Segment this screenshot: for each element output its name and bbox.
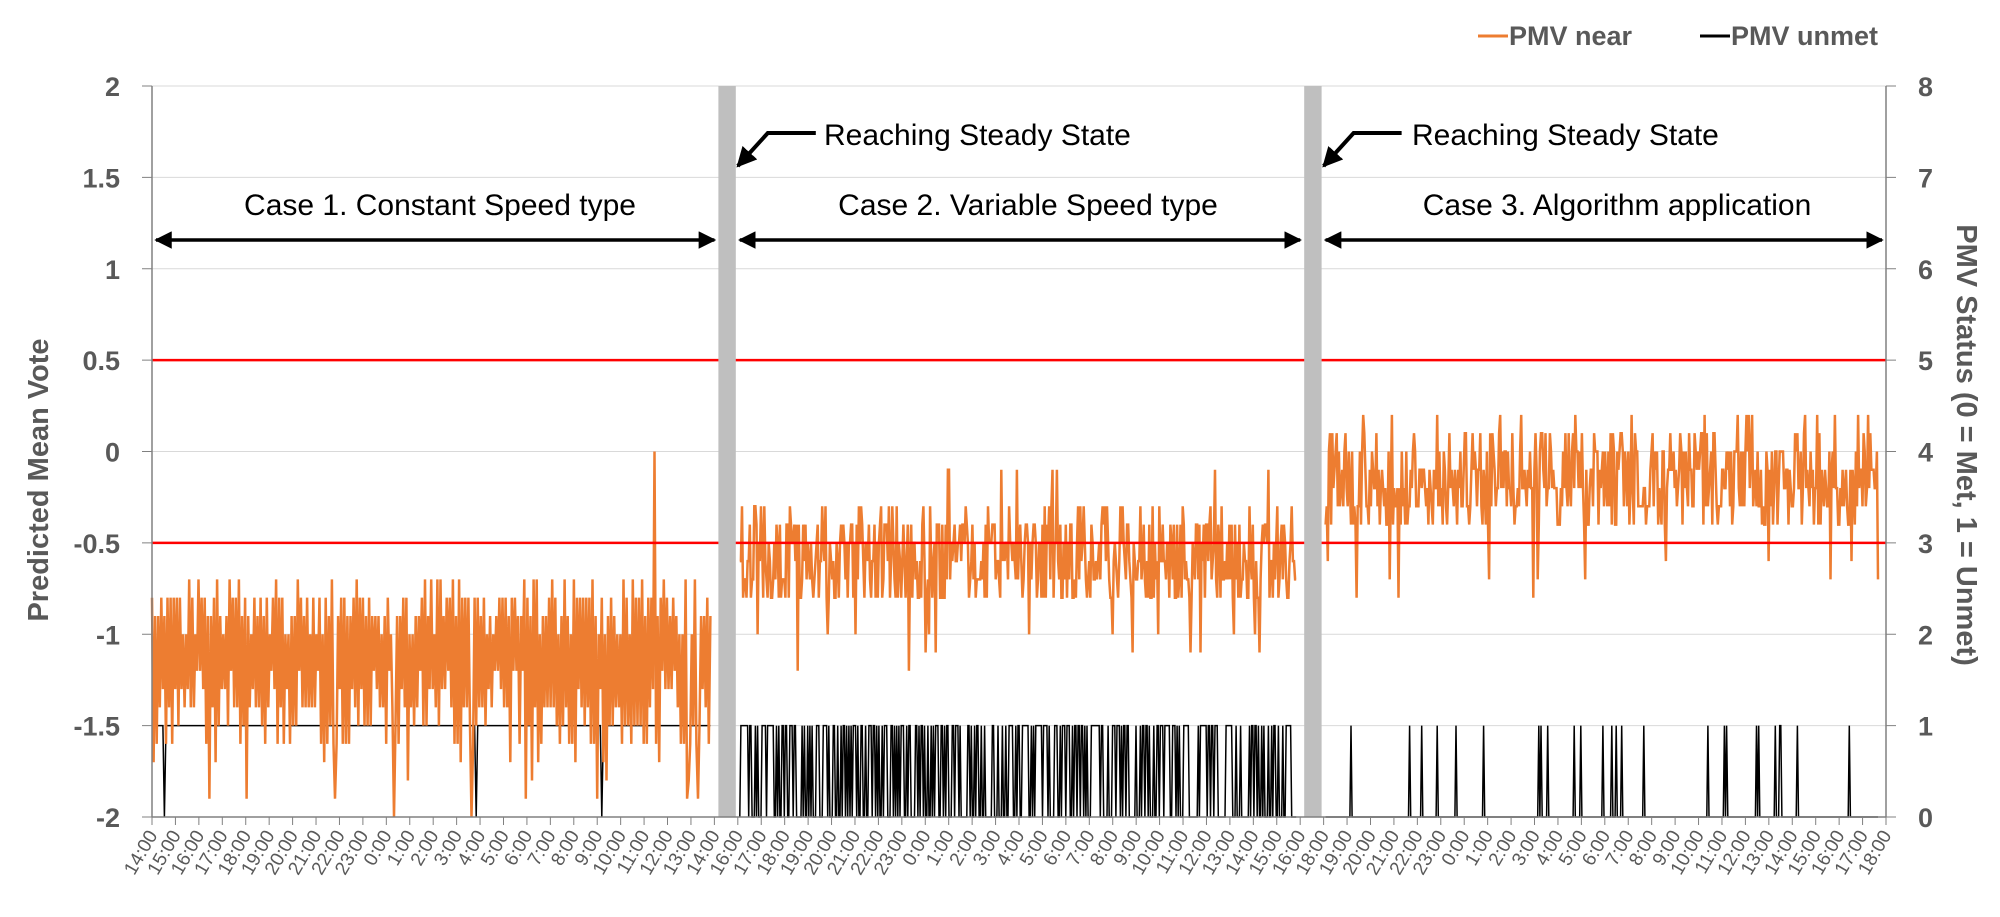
right-axis-ticks: 0 1 2 3 4 5 6 7 8 xyxy=(1918,72,1933,833)
case-2-label: Case 2. Variable Speed type xyxy=(838,189,1218,222)
pmv-unmet-line-case-3 xyxy=(1325,724,1878,818)
steady-state-pointer-1 xyxy=(736,131,816,168)
left-tick-label-7: 1.5 xyxy=(82,163,120,193)
right-tick-label-1: 1 xyxy=(1918,712,1933,742)
steady-state-label-1: Reaching Steady State xyxy=(824,119,1131,152)
left-tick-label-0: -2 xyxy=(96,803,120,833)
right-tick-label-4: 4 xyxy=(1918,438,1933,468)
steady-state-label-2: Reaching Steady State xyxy=(1412,119,1719,152)
left-tick-label-1: -1.5 xyxy=(73,712,120,742)
case-3-label: Case 3. Algorithm application xyxy=(1423,189,1812,222)
pmv-near-line-case-3 xyxy=(1324,414,1880,598)
right-tick-label-2: 2 xyxy=(1918,620,1933,650)
left-tick-label-2: -1 xyxy=(96,620,120,650)
legend: PMV near PMV unmet xyxy=(1478,21,1878,51)
pmv-unmet-line-case-1 xyxy=(152,724,711,818)
legend-label-pmv-near: PMV near xyxy=(1509,21,1633,51)
right-tick-label-8: 8 xyxy=(1918,72,1933,102)
x-axis-ticks: 14:0015:0016:0017:0018:0019:0020:0021:00… xyxy=(120,817,1896,879)
left-tick-label-4: 0 xyxy=(105,438,120,468)
legend-label-pmv-unmet: PMV unmet xyxy=(1731,21,1878,51)
right-tick-label-5: 5 xyxy=(1918,346,1933,376)
steady-state-bands xyxy=(718,86,1322,817)
left-axis-title: Predicted Mean Vote xyxy=(23,338,55,621)
annotations: Case 1. Constant Speed type Case 2. Vari… xyxy=(154,119,1884,249)
series-layer xyxy=(150,414,1880,818)
pmv-unmet-line-case-2 xyxy=(739,724,1297,818)
right-tick-label-6: 6 xyxy=(1918,255,1933,285)
steady-state-pointer-2 xyxy=(1322,131,1402,168)
right-tick-label-7: 7 xyxy=(1918,163,1933,193)
case-1-label: Case 1. Constant Speed type xyxy=(244,189,636,222)
right-axis-title: PMV Status (0 = Met, 1 = Unmet) xyxy=(1950,224,1982,666)
left-axis-ticks: -2 -1.5 -1 -0.5 0 0.5 1 1.5 2 xyxy=(73,72,120,833)
left-tick-label-5: 0.5 xyxy=(82,346,120,376)
right-tick-label-3: 3 xyxy=(1918,529,1933,559)
left-tick-label-3: -0.5 xyxy=(73,529,120,559)
pmv-near-line-case-2 xyxy=(739,468,1297,671)
steady-state-band-1 xyxy=(718,86,736,817)
left-tick-label-8: 2 xyxy=(105,72,120,102)
case-span-arrows xyxy=(154,131,1884,249)
steady-state-band-2 xyxy=(1304,86,1322,817)
gridlines xyxy=(152,85,1886,727)
left-tick-label-6: 1 xyxy=(105,255,120,285)
pmv-near-line-case-1 xyxy=(150,451,712,818)
right-tick-label-0: 0 xyxy=(1918,803,1933,833)
threshold-lines xyxy=(152,358,1886,545)
